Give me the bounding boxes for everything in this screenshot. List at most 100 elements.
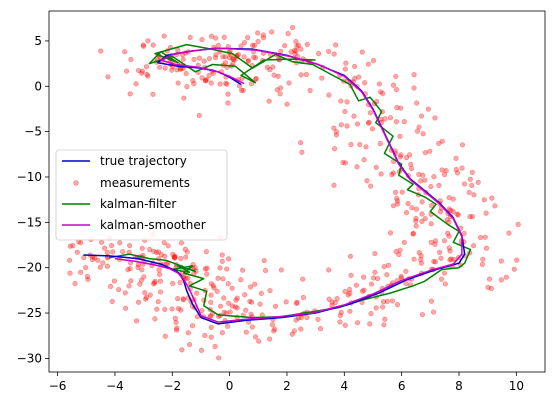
measurement-point: [180, 296, 186, 302]
measurement-point: [384, 298, 390, 304]
measurement-point: [303, 71, 310, 78]
measurement-point: [208, 299, 214, 305]
measurement-point: [418, 178, 424, 184]
measurement-point: [257, 301, 263, 307]
measurement-point: [394, 195, 400, 202]
measurement-point: [137, 281, 143, 287]
measurement-point: [334, 296, 340, 302]
measurement-point: [127, 265, 133, 272]
measurement-point: [247, 284, 254, 290]
measurement-point: [233, 297, 239, 303]
measurement-point: [439, 138, 445, 144]
measurement-point: [511, 266, 517, 272]
measurement-point: [178, 240, 185, 246]
measurement-point: [278, 85, 284, 91]
measurement-point: [403, 268, 409, 274]
measurement-point: [293, 38, 299, 45]
measurement-point: [220, 54, 226, 60]
measurement-point: [141, 43, 147, 49]
measurement-point: [143, 294, 150, 300]
measurement-point: [245, 34, 251, 41]
measurement-point: [445, 230, 451, 236]
measurement-point: [213, 35, 219, 41]
measurement-point: [370, 58, 377, 64]
measurement-point: [506, 230, 512, 236]
measurement-point: [208, 80, 214, 86]
measurement-point: [446, 206, 452, 212]
measurement-point: [189, 323, 196, 329]
measurement-point: [428, 239, 434, 245]
measurement-point: [248, 299, 255, 305]
measurement-point: [204, 265, 210, 271]
measurement-point: [253, 76, 259, 82]
kalman-smoother-line: [114, 47, 463, 323]
measurement-point: [356, 74, 362, 80]
measurement-point: [461, 181, 468, 187]
measurement-point: [448, 256, 454, 262]
measurement-point: [211, 285, 217, 291]
measurement-point: [224, 81, 230, 87]
measurement-point: [264, 64, 270, 70]
measurement-point: [498, 258, 504, 264]
measurement-point: [178, 307, 184, 313]
x-tick-label: −4: [106, 379, 124, 393]
measurement-point: [243, 329, 249, 335]
measurement-point: [95, 257, 101, 263]
measurement-point: [331, 125, 337, 131]
measurement-point: [252, 334, 259, 340]
measurement-point: [142, 290, 148, 296]
measurement-point: [133, 318, 140, 324]
measurement-point: [125, 267, 131, 273]
axes-frame: [48, 10, 546, 373]
measurement-point: [215, 275, 221, 281]
measurement-point: [180, 297, 186, 303]
measurement-point: [488, 285, 494, 292]
measurement-point: [217, 81, 223, 87]
measurement-point: [175, 47, 181, 53]
measurement-point: [217, 265, 223, 271]
legend-swatch-measurements: [73, 180, 79, 186]
measurement-point: [141, 274, 147, 280]
measurement-point: [210, 283, 216, 289]
measurement-point: [459, 142, 466, 148]
measurement-point: [416, 124, 422, 130]
measurement-point: [153, 249, 160, 256]
measurement-point: [410, 231, 416, 237]
measurement-point: [213, 52, 219, 58]
measurement-point: [67, 270, 73, 276]
measurement-point: [271, 72, 277, 78]
measurement-point: [428, 183, 434, 190]
measurement-point: [152, 278, 158, 284]
measurement-point: [479, 261, 486, 268]
y-tick-label: −30: [17, 351, 42, 365]
measurement-point: [100, 260, 106, 266]
measurement-point: [351, 113, 357, 119]
measurement-point: [390, 170, 396, 176]
measurement-point: [199, 75, 205, 81]
measurement-point: [448, 207, 454, 213]
measurement-point: [298, 46, 304, 52]
measurement-point: [224, 323, 231, 329]
measurement-point: [411, 256, 417, 262]
measurement-point: [486, 276, 493, 282]
measurement-point: [219, 252, 225, 258]
measurement-point: [169, 306, 175, 312]
legend-box: [55, 149, 228, 241]
plot-area: [66, 24, 521, 361]
measurement-point: [172, 253, 178, 259]
measurement-point: [151, 281, 157, 287]
measurement-point: [438, 255, 444, 261]
measurement-point: [416, 249, 422, 256]
measurement-point: [354, 320, 361, 326]
measurement-point: [266, 98, 272, 104]
measurement-point: [202, 332, 208, 339]
measurement-point: [446, 233, 452, 239]
measurement-point: [293, 317, 299, 323]
measurement-point: [157, 64, 163, 70]
measurement-point: [344, 123, 350, 129]
legend-label-true-trajectory: true trajectory: [100, 154, 187, 168]
measurement-point: [413, 218, 419, 224]
measurement-point: [126, 283, 132, 289]
measurement-point: [157, 271, 163, 278]
measurement-point: [206, 73, 212, 79]
